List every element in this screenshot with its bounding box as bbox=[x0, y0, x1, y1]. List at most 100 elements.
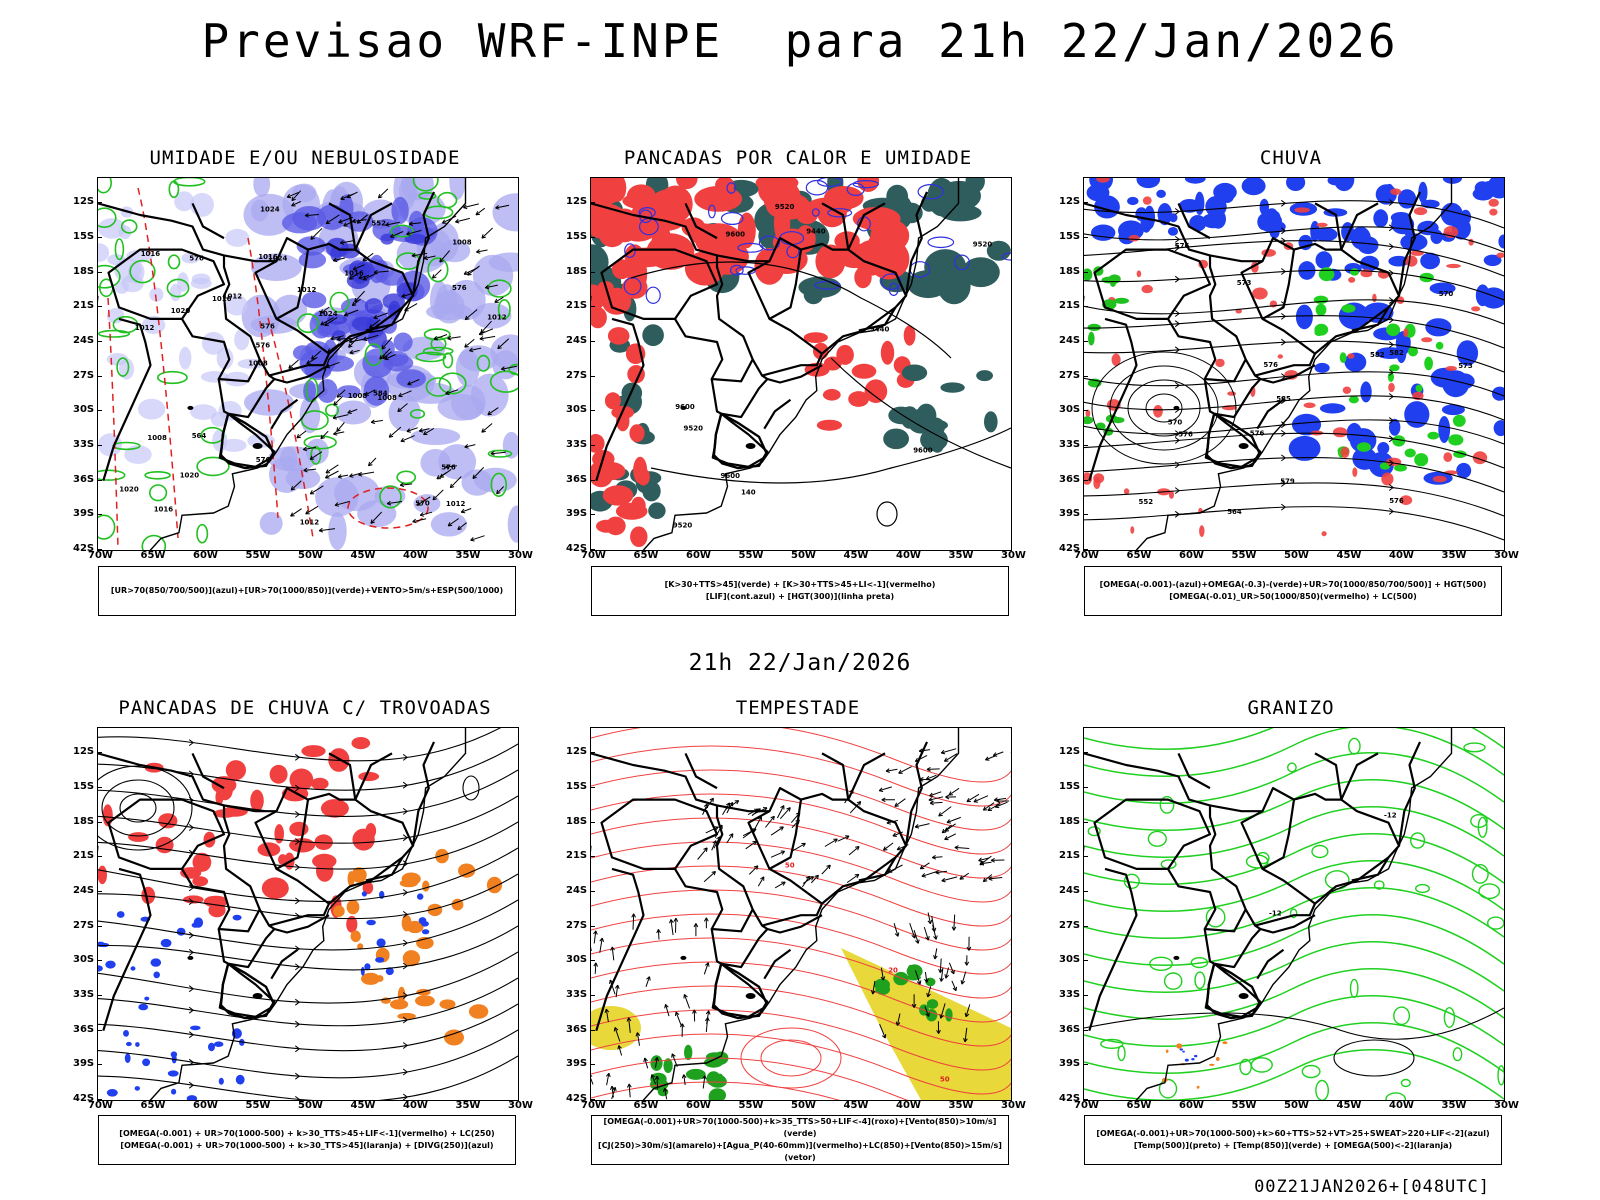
wind-vector-head bbox=[593, 930, 597, 935]
wind-vector-head bbox=[420, 514, 425, 517]
flow-arrowhead bbox=[402, 962, 409, 970]
omega-blue-north-patch bbox=[1333, 178, 1355, 192]
wind-vector-head bbox=[325, 469, 329, 474]
wind-vector bbox=[821, 864, 831, 875]
wind-vector-head bbox=[940, 749, 945, 754]
lat-tick-label: 33S bbox=[566, 989, 588, 1001]
wind-vector-head bbox=[330, 335, 334, 340]
humidity-dark-blue-patch bbox=[327, 314, 347, 325]
wind-vector-head bbox=[369, 326, 374, 329]
wind-vector-head bbox=[693, 1009, 697, 1014]
wind-vector-head bbox=[368, 461, 371, 466]
omega-red-patch bbox=[1235, 308, 1242, 314]
divergence-blue-patch bbox=[144, 996, 150, 1001]
wind-vector-head bbox=[309, 455, 313, 460]
green-contour bbox=[425, 377, 452, 397]
wind-vector-head bbox=[494, 298, 498, 303]
wind-vector bbox=[893, 923, 899, 937]
lon-tick-label: 70W bbox=[88, 1100, 113, 1111]
instability-red-west-patch bbox=[602, 485, 634, 506]
wind-vector-head bbox=[983, 880, 988, 883]
wind-vector-head bbox=[707, 962, 710, 967]
instability-red-west-patch bbox=[591, 284, 606, 312]
uruguay-border bbox=[712, 962, 768, 1020]
wind-vector bbox=[945, 967, 949, 979]
wind-vector-head bbox=[993, 797, 998, 801]
wind-vector bbox=[609, 979, 616, 995]
wind-vector-head bbox=[364, 391, 368, 396]
wind-vector bbox=[651, 1074, 657, 1085]
green-contour bbox=[379, 485, 402, 509]
lat-tick-label: 30S bbox=[1059, 404, 1081, 416]
lat-tick bbox=[97, 1029, 102, 1031]
wind-vector-head bbox=[673, 917, 677, 922]
uruguay-border bbox=[219, 412, 275, 470]
map-canvas: 1012101210081008101610161016101210081012… bbox=[98, 178, 518, 550]
lat-tick bbox=[590, 237, 595, 239]
contour-label: 582 bbox=[1389, 349, 1404, 357]
wind-vector-head bbox=[610, 946, 613, 951]
green-contour bbox=[364, 343, 383, 367]
border-line-10 bbox=[904, 191, 929, 296]
wind-vector bbox=[636, 1032, 640, 1046]
wind-vector bbox=[921, 871, 938, 877]
contour-label: 9440 bbox=[870, 326, 890, 334]
uruguay-border bbox=[1205, 412, 1261, 470]
wind-vector bbox=[490, 451, 506, 455]
lat-tick-label: 36S bbox=[73, 1023, 95, 1035]
wind-vector bbox=[605, 1009, 609, 1023]
lat-tick bbox=[1083, 549, 1088, 550]
wind-vector bbox=[478, 328, 494, 335]
green-contour bbox=[1289, 908, 1298, 919]
wind-vector bbox=[779, 807, 791, 820]
lat-tick-label: 30S bbox=[566, 954, 588, 966]
red-contour bbox=[591, 841, 1011, 903]
wind-vector bbox=[654, 1057, 658, 1068]
humidity-light-blue-patch bbox=[492, 193, 518, 232]
blue-contour bbox=[846, 182, 865, 196]
wind-vector-head bbox=[495, 205, 499, 209]
wind-vector bbox=[978, 857, 990, 862]
red-dashed-contour bbox=[107, 297, 119, 549]
omega-blue-north-patch bbox=[1482, 180, 1499, 192]
border-line-3 bbox=[1167, 868, 1247, 933]
instability-dark-teal-west-patch bbox=[642, 481, 661, 502]
wind-vector-head bbox=[481, 236, 486, 239]
wind-vector-head bbox=[464, 343, 467, 348]
wind-vector-head bbox=[416, 501, 420, 506]
lagoon-mark bbox=[1238, 443, 1249, 450]
wind-vector-head bbox=[469, 350, 474, 353]
thunder-red-patch bbox=[203, 895, 228, 908]
legend-line: [OMEGA(-0.001)+UR>70(1000-500)+k>35_TTS>… bbox=[603, 1117, 997, 1138]
green-contour bbox=[1149, 956, 1173, 972]
wind-vector-head bbox=[465, 318, 470, 321]
precipitable-water-red bbox=[591, 728, 1011, 1100]
green-contour bbox=[1159, 796, 1175, 814]
lat-tick-label: 33S bbox=[1059, 989, 1081, 1001]
red-contour bbox=[591, 793, 1011, 855]
run-footer: 00Z21JAN2026+[048UTC] bbox=[1254, 1177, 1490, 1197]
wind-vector bbox=[697, 847, 708, 860]
wind-vector-head bbox=[817, 875, 819, 880]
instability-red-patch bbox=[676, 178, 698, 190]
wind-vector bbox=[416, 496, 431, 506]
wind-vector-head bbox=[941, 828, 945, 833]
divergence-blue-patch bbox=[134, 1086, 140, 1091]
lat-tick-label: 27S bbox=[73, 369, 95, 381]
flow-arrowhead bbox=[188, 898, 195, 905]
omega-red-patch bbox=[1316, 222, 1328, 228]
contour-label: 1012 bbox=[446, 500, 466, 508]
wind-vector-head bbox=[924, 978, 928, 983]
omega-blue-north-patch bbox=[1157, 203, 1173, 226]
lon-tick-label: 60W bbox=[1179, 550, 1204, 561]
omega500-orange-patch bbox=[1222, 1041, 1228, 1045]
wind-vector-head bbox=[618, 1045, 622, 1049]
flow-arrowhead bbox=[1174, 437, 1181, 444]
wind-vector-head bbox=[288, 367, 293, 369]
wind-vector-head bbox=[319, 530, 324, 533]
wind850-green-east-patch bbox=[945, 1008, 953, 1022]
omega-blue-north-patch bbox=[1375, 184, 1397, 205]
wind-vector bbox=[705, 826, 719, 834]
green-contour bbox=[1301, 1064, 1321, 1079]
